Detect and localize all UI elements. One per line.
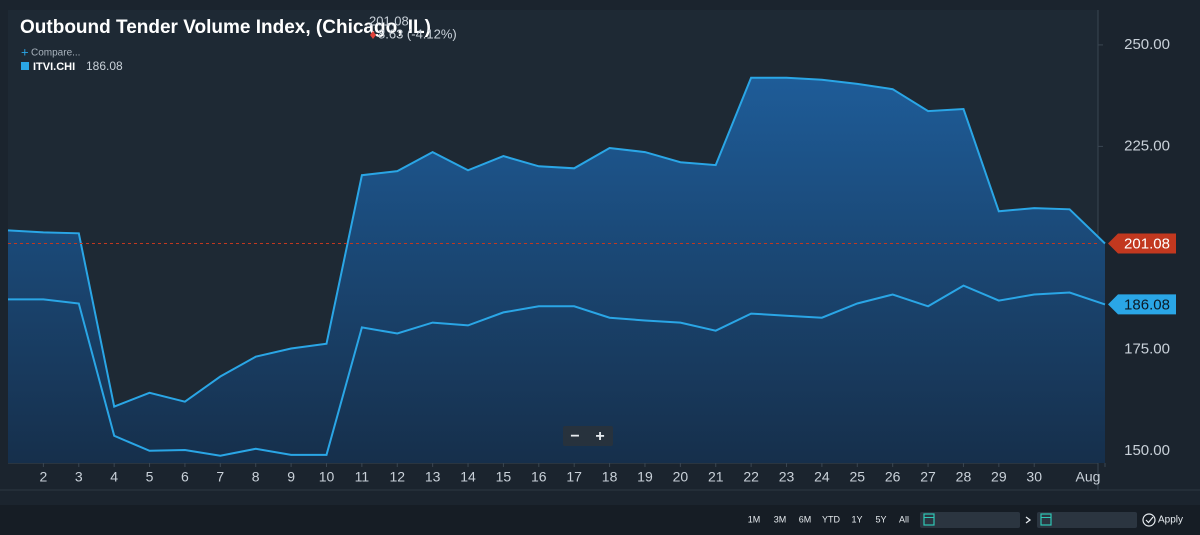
range-button[interactable]: 5Y: [875, 514, 886, 524]
line: [8, 284, 1106, 457]
x-tick-label: 19: [637, 469, 653, 485]
x-tick-label: 13: [425, 469, 441, 485]
x-tick-label: 2: [39, 469, 47, 485]
x-tick-label: 10: [319, 469, 335, 485]
legend-swatch: [21, 62, 29, 70]
x-tick-label: 18: [602, 469, 618, 485]
value-tag-label: 186.08: [1124, 296, 1170, 313]
x-tick-label: 17: [566, 469, 582, 485]
x-tick-label: 24: [814, 469, 830, 485]
range-button[interactable]: 6M: [799, 514, 812, 524]
apply-button[interactable]: Apply: [1158, 515, 1183, 526]
zoom-panel: [563, 426, 613, 446]
legend-label: ITVI.CHI: [33, 61, 75, 73]
range-button[interactable]: YTD: [822, 514, 841, 524]
area: [8, 77, 1105, 464]
chart-title: Outbound Tender Volume Index, (Chicago, …: [20, 17, 431, 38]
x-tick-label: 20: [673, 469, 689, 485]
current-value: 201.08: [369, 13, 409, 28]
down-icon: [370, 31, 376, 39]
compare-link[interactable]: Compare...: [31, 48, 80, 59]
x-tick-label: 23: [779, 469, 795, 485]
x-tick-label: 29: [991, 469, 1007, 485]
x-tick-label: 25: [850, 469, 866, 485]
x-tick-label: 21: [708, 469, 724, 485]
change: 8.63 (-4.12%): [378, 26, 457, 41]
range-button[interactable]: 1M: [748, 514, 761, 524]
y-tick-label: 225.00: [1124, 137, 1170, 154]
x-tick-label: 30: [1026, 469, 1042, 485]
x-tick-label: 12: [389, 469, 405, 485]
x-tick-label: 7: [216, 469, 224, 485]
compare-plus: +: [21, 44, 29, 59]
x-tick-label: 6: [181, 469, 189, 485]
zoom-button[interactable]: +: [595, 428, 604, 445]
x-tick-label: 3: [75, 469, 83, 485]
y-tick-label: 175.00: [1124, 340, 1170, 357]
x-tick-label: 14: [460, 469, 476, 485]
y-tick-label: 150.00: [1124, 442, 1170, 459]
range-button[interactable]: All: [899, 514, 909, 524]
x-tick-label: 15: [496, 469, 512, 485]
x-tick-label: 11: [355, 469, 370, 485]
x-tick-label: 8: [252, 469, 260, 485]
x-tick-label: 9: [287, 469, 295, 485]
date-input[interactable]: [1037, 512, 1137, 528]
apply-icon: [1145, 516, 1154, 524]
date-input[interactable]: [920, 512, 1020, 528]
calendar-icon: [923, 513, 935, 526]
apply-icon: [1142, 513, 1156, 527]
value-tag-label: 201.08: [1124, 235, 1170, 252]
line: [7, 76, 1106, 408]
x-tick-label: 26: [885, 469, 901, 485]
x-tick-label: 28: [956, 469, 972, 485]
zoom-button[interactable]: −: [570, 428, 579, 445]
range-button[interactable]: 1Y: [851, 514, 862, 524]
x-tick-label: 4: [110, 469, 118, 485]
x-tick-label: 27: [920, 469, 936, 485]
value-tag: [1108, 233, 1176, 254]
legend-value: 186.08: [86, 59, 123, 73]
x-tick-label: 5: [146, 469, 154, 485]
range-button[interactable]: 3M: [774, 514, 787, 524]
x-tick-label: Aug: [1076, 469, 1101, 485]
value-tag: [1108, 294, 1176, 315]
arrow-icon: [1025, 516, 1032, 524]
calendar-icon: [1040, 513, 1052, 526]
x-tick-label: 16: [531, 469, 547, 485]
y-tick-label: 250.00: [1124, 36, 1170, 53]
x-tick-label: 22: [743, 469, 759, 485]
